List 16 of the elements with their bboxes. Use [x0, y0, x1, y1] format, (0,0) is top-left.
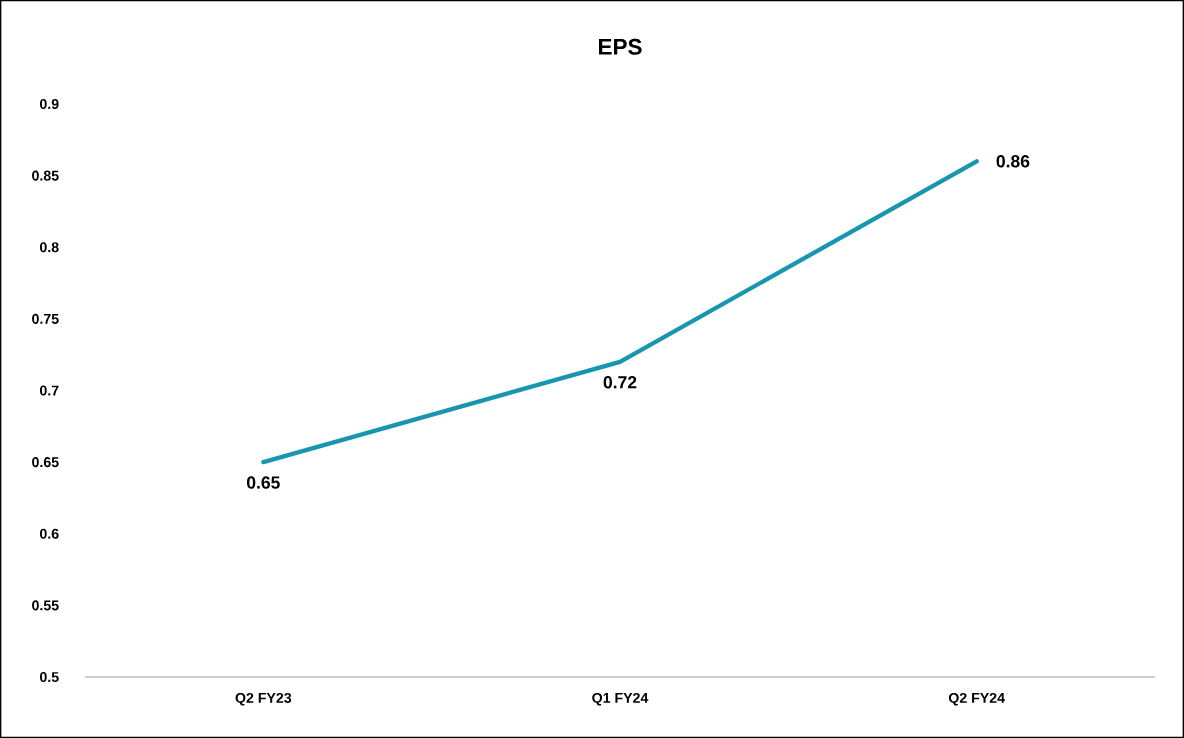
y-tick-label: 0.8: [39, 242, 59, 253]
data-label: 0.65: [246, 476, 280, 489]
data-label: 0.72: [603, 376, 637, 389]
y-tick-label: 0.65: [32, 457, 59, 468]
y-tick-label: 0.7: [39, 385, 59, 396]
y-tick-label: 0.6: [39, 528, 59, 539]
x-tick-label: Q2 FY23: [235, 692, 292, 706]
data-label: 0.86: [996, 155, 1030, 168]
x-tick-label: Q1 FY24: [592, 692, 649, 706]
y-tick-label: 0.75: [32, 313, 59, 324]
y-tick-label: 0.85: [32, 170, 59, 181]
y-tick-label: 0.9: [39, 99, 59, 110]
chart-title: EPS: [599, 38, 642, 55]
y-tick-label: 0.5: [39, 672, 59, 683]
y-tick-label: 0.55: [32, 600, 59, 611]
x-tick-label: Q2 FY24: [948, 692, 1005, 706]
